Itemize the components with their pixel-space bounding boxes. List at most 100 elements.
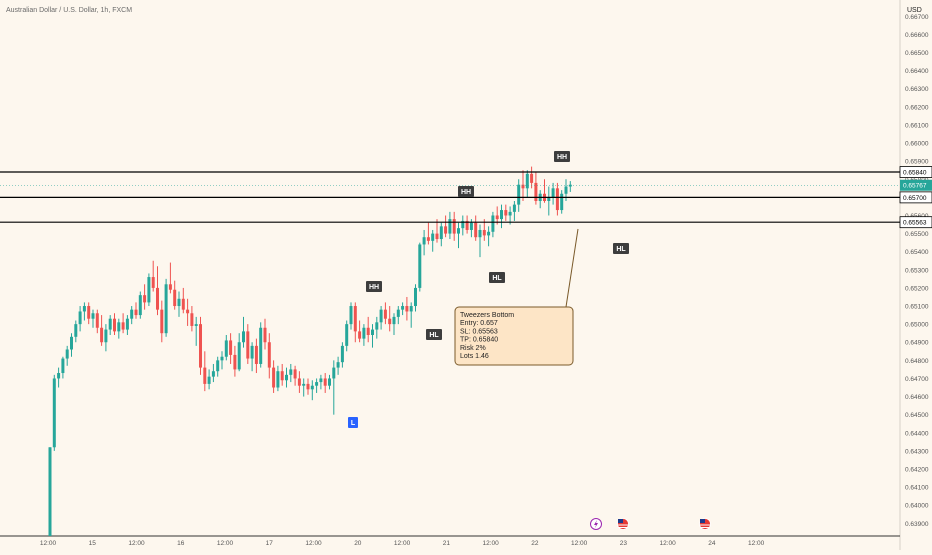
candle-body — [487, 231, 491, 236]
candle-body — [91, 313, 95, 319]
candle-body — [147, 277, 151, 303]
candle-body — [82, 306, 86, 312]
candle-body — [534, 182, 538, 201]
swing-label-text: L — [351, 420, 356, 427]
x-tick-label: 22 — [531, 540, 539, 547]
candle-body — [164, 284, 168, 334]
candle-body — [143, 295, 147, 303]
symbol-title: Australian Dollar / U.S. Dollar, 1h, FXC… — [6, 7, 132, 14]
candle-body — [237, 342, 241, 370]
candle-body — [297, 378, 301, 386]
candle-body — [465, 220, 469, 230]
x-tick-label: 12:00 — [482, 540, 499, 547]
candle-body — [285, 374, 288, 381]
candle-body — [117, 322, 121, 332]
candle-body — [310, 385, 314, 390]
y-tick-label: 0.65900 — [905, 159, 929, 166]
candle-body — [194, 324, 198, 326]
candle-body — [207, 376, 211, 384]
swing-label-box — [554, 151, 570, 162]
candle-body — [422, 237, 426, 245]
y-tick-label: 0.66300 — [905, 86, 929, 93]
candle-body — [190, 313, 194, 326]
candle-body — [340, 345, 344, 363]
candle-body — [555, 188, 559, 211]
candle-body — [121, 322, 125, 330]
x-tick-label: 12:00 — [748, 540, 765, 547]
candle-body — [138, 295, 142, 316]
current-price-label: 0.65767 — [903, 183, 927, 190]
y-tick-label: 0.65000 — [905, 322, 929, 329]
candle-body — [452, 219, 456, 234]
y-tick-label: 0.64800 — [905, 358, 929, 365]
candlestick-series — [48, 166, 572, 536]
y-tick-label: 0.66100 — [905, 122, 929, 129]
x-tick-label: 12:00 — [394, 540, 411, 547]
candle-body — [246, 331, 250, 359]
y-tick-label: 0.64500 — [905, 412, 929, 419]
y-tick-label: 0.65400 — [905, 249, 929, 256]
x-tick-label: 12:00 — [659, 540, 676, 547]
candle-body — [414, 287, 417, 307]
y-tick-label: 0.64100 — [905, 485, 929, 492]
candle-body — [61, 358, 65, 374]
level-price-tag — [899, 191, 932, 204]
candle-body — [525, 173, 529, 189]
candle-body — [108, 318, 112, 330]
y-tick-label: 0.66000 — [905, 141, 929, 148]
level-price-label: 0.65840 — [903, 170, 927, 177]
flag-canton — [618, 519, 623, 523]
currency-label: USD — [907, 7, 922, 14]
candle-body — [358, 331, 362, 339]
candle-body — [345, 324, 349, 346]
candle-body — [418, 244, 422, 288]
candle-body — [224, 340, 228, 357]
level-price-label: 0.65700 — [903, 195, 927, 202]
candle-body — [392, 316, 396, 325]
candle-body — [426, 237, 430, 241]
swing-label-text: HH — [369, 284, 379, 291]
current-price-tag — [900, 179, 932, 191]
note-line: Lots 1.46 — [460, 353, 489, 360]
candle-body — [78, 311, 82, 325]
level-price-tag — [899, 166, 932, 178]
candle-body — [332, 367, 336, 379]
candle-body — [181, 298, 185, 310]
candle-body — [130, 309, 134, 319]
candle-body — [267, 342, 271, 368]
candle-body — [375, 322, 379, 330]
y-tick-label: 0.66600 — [905, 32, 929, 39]
candle-body — [168, 284, 172, 290]
swing-label-box — [426, 329, 442, 340]
candle-body — [160, 309, 164, 334]
candle-body — [65, 349, 69, 359]
x-axis-ticks: 12:00 15 12:00 16 12:00 17 12:00 20 12:00 21 12:00… — [40, 540, 765, 547]
candle-body — [259, 327, 263, 364]
candle-body — [362, 327, 366, 339]
candle-body — [379, 309, 383, 323]
candle-body — [319, 378, 323, 383]
candle-body — [560, 193, 564, 211]
y-tick-label: 0.65200 — [905, 285, 929, 292]
candle-body — [104, 329, 108, 343]
x-tick-label: 16 — [177, 540, 185, 547]
y-tick-label: 0.66400 — [905, 68, 929, 75]
candle-body — [302, 383, 306, 386]
y-tick-label: 0.66200 — [905, 104, 929, 111]
candle-body — [568, 184, 572, 187]
candle-body — [500, 210, 503, 220]
x-tick-label: 12:00 — [128, 540, 145, 547]
candle-body — [474, 222, 478, 238]
y-tick-label: 0.64300 — [905, 448, 929, 455]
candle-body — [177, 298, 181, 307]
swing-label-text: HH — [557, 154, 567, 161]
note-box[interactable] — [454, 306, 574, 366]
candle-body — [263, 327, 267, 343]
candle-body — [254, 345, 258, 364]
y-tick-label: 0.64000 — [905, 503, 929, 510]
candle-body — [323, 378, 327, 386]
y-tick-label: 0.63900 — [905, 521, 929, 528]
